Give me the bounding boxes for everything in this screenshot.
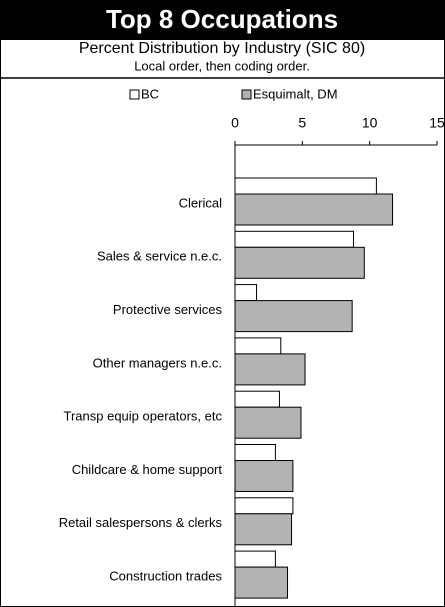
bar bbox=[234, 460, 294, 492]
bar bbox=[234, 337, 282, 355]
y-tick-label: Retail salespersons & clerks bbox=[59, 515, 223, 530]
x-tick-label: 5 bbox=[298, 115, 306, 131]
bar bbox=[234, 246, 365, 279]
x-tick-label: 15 bbox=[429, 115, 445, 131]
bar bbox=[234, 444, 276, 461]
y-tick-label: Clerical bbox=[179, 195, 222, 210]
title-banner bbox=[0, 0, 445, 40]
bar bbox=[234, 230, 355, 248]
legend-label: BC bbox=[141, 86, 159, 101]
bar bbox=[234, 566, 289, 599]
bar bbox=[234, 406, 302, 439]
legend-label: Esquimalt, DM bbox=[253, 86, 338, 101]
legend-swatch bbox=[129, 89, 140, 100]
bar bbox=[234, 550, 276, 568]
y-tick-label: Childcare & home support bbox=[72, 462, 223, 477]
chart-title: Top 8 Occupations bbox=[106, 4, 338, 34]
bar bbox=[234, 193, 394, 226]
legend-swatch bbox=[241, 89, 252, 100]
x-tick-label: 10 bbox=[362, 115, 378, 131]
y-tick-label: Construction trades bbox=[109, 569, 222, 584]
bar bbox=[234, 300, 353, 333]
bar bbox=[234, 177, 377, 195]
y-tick-label: Transp equip operators, etc bbox=[64, 409, 223, 424]
bar bbox=[234, 353, 306, 386]
x-tick-label: 0 bbox=[231, 115, 239, 131]
y-tick-label: Sales & service n.e.c. bbox=[97, 249, 222, 264]
y-tick-label: Other managers n.e.c. bbox=[93, 355, 222, 370]
bar bbox=[234, 513, 293, 546]
y-tick-label: Protective services bbox=[113, 302, 223, 317]
bar bbox=[234, 284, 258, 302]
bar bbox=[234, 390, 280, 408]
bar bbox=[234, 497, 294, 515]
chart-subtitle: Percent Distribution by Industry (SIC 80… bbox=[79, 40, 365, 57]
chart-note: Local order, then coding order. bbox=[134, 58, 310, 73]
